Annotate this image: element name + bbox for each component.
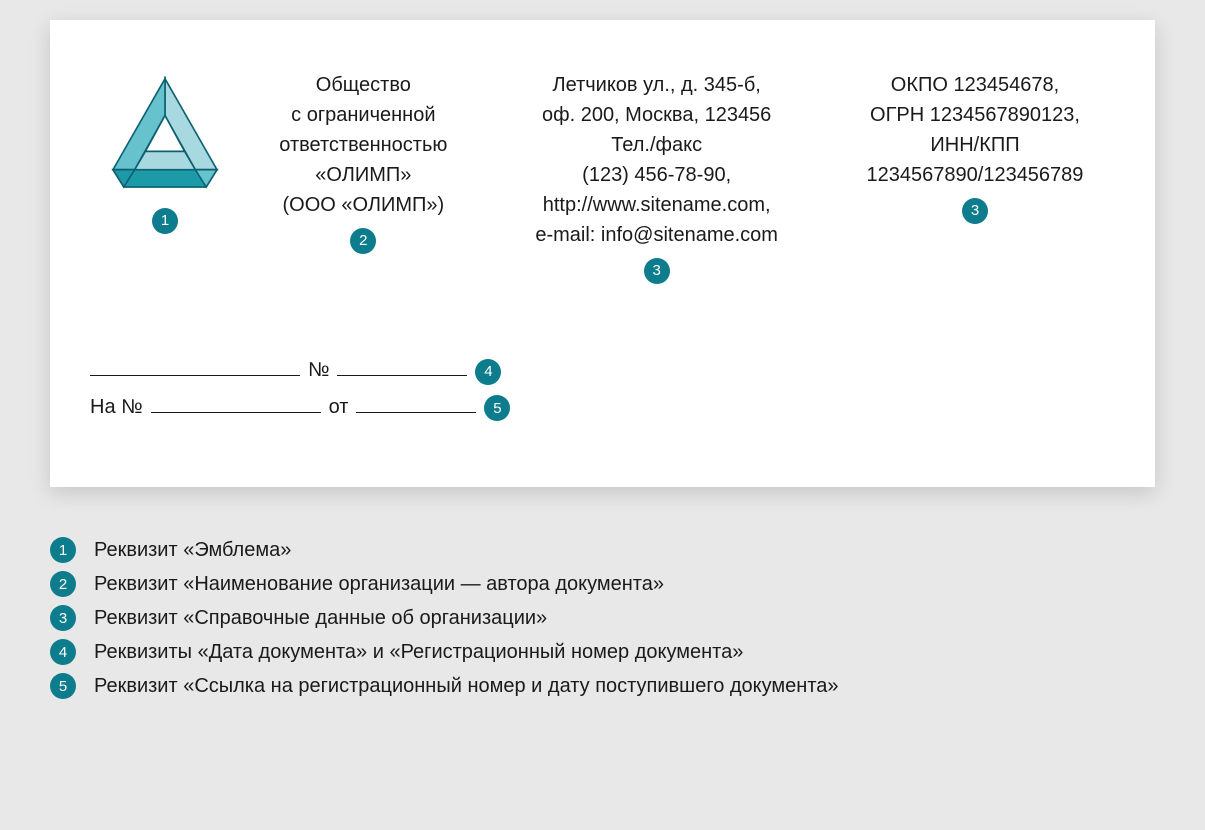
- legend-text: Реквизит «Эмблема»: [94, 539, 291, 562]
- legend-item: 3 Реквизит «Справочные данные об организ…: [50, 605, 1155, 631]
- legend-badge: 3: [50, 605, 76, 631]
- ref-number-field[interactable]: [151, 391, 321, 413]
- registration-form: № 4 На № от 5: [90, 354, 1115, 421]
- legend-text: Реквизит «Справочные данные об организац…: [94, 607, 547, 630]
- contact-line: e-mail: info@sitename.com: [487, 220, 827, 250]
- reference-row: На № от 5: [90, 391, 1115, 422]
- codes-column: ОКПО 123454678, ОГРН 1234567890123, ИНН/…: [835, 70, 1115, 224]
- codes-line: ИНН/КПП: [835, 130, 1115, 160]
- legend: 1 Реквизит «Эмблема» 2 Реквизит «Наимено…: [50, 537, 1155, 699]
- legend-text: Реквизит «Ссылка на регистрационный номе…: [94, 675, 839, 698]
- legend-item: 2 Реквизит «Наименование организации — а…: [50, 571, 1155, 597]
- legend-item: 1 Реквизит «Эмблема»: [50, 537, 1155, 563]
- emblem-icon: [100, 70, 230, 200]
- date-number-row: № 4: [90, 354, 1115, 385]
- legend-text: Реквизит «Наименование организации — авт…: [94, 573, 664, 596]
- legend-item: 5 Реквизит «Ссылка на регистрационный но…: [50, 673, 1155, 699]
- contact-line: http://www.sitename.com,: [487, 190, 827, 220]
- badge-3a: 3: [644, 258, 670, 284]
- date-field[interactable]: [90, 354, 300, 376]
- org-name-column: Общество с ограниченной ответственностью…: [248, 70, 478, 254]
- contact-line: (123) 456-78-90,: [487, 160, 827, 190]
- org-line: ответственностью: [248, 130, 478, 160]
- logo-column: 1: [90, 70, 240, 234]
- from-label: от: [329, 396, 349, 419]
- document-card: 1 Общество с ограниченной ответственност…: [50, 20, 1155, 487]
- contact-column: Летчиков ул., д. 345-б, оф. 200, Москва,…: [487, 70, 827, 284]
- org-line: «ОЛИМП»: [248, 160, 478, 190]
- codes-line: 1234567890/123456789: [835, 160, 1115, 190]
- badge-1: 1: [152, 208, 178, 234]
- codes-line: ОГРН 1234567890123,: [835, 100, 1115, 130]
- ref-date-field[interactable]: [356, 391, 476, 413]
- org-line: (ООО «ОЛИМП»): [248, 190, 478, 220]
- org-line: с ограниченной: [248, 100, 478, 130]
- legend-badge: 4: [50, 639, 76, 665]
- codes-line: ОКПО 123454678,: [835, 70, 1115, 100]
- legend-badge: 2: [50, 571, 76, 597]
- legend-text: Реквизиты «Дата документа» и «Регистраци…: [94, 641, 743, 664]
- ref-prefix: На №: [90, 396, 143, 419]
- number-field[interactable]: [337, 354, 467, 376]
- number-symbol: №: [308, 359, 329, 382]
- contact-line: оф. 200, Москва, 123456: [487, 100, 827, 130]
- badge-3b: 3: [962, 198, 988, 224]
- badge-2: 2: [350, 228, 376, 254]
- legend-badge: 5: [50, 673, 76, 699]
- legend-badge: 1: [50, 537, 76, 563]
- letterhead-header: 1 Общество с ограниченной ответственност…: [90, 70, 1115, 284]
- contact-line: Тел./факс: [487, 130, 827, 160]
- badge-5: 5: [484, 395, 510, 421]
- contact-line: Летчиков ул., д. 345-б,: [487, 70, 827, 100]
- org-line: Общество: [248, 70, 478, 100]
- badge-4: 4: [475, 359, 501, 385]
- legend-item: 4 Реквизиты «Дата документа» и «Регистра…: [50, 639, 1155, 665]
